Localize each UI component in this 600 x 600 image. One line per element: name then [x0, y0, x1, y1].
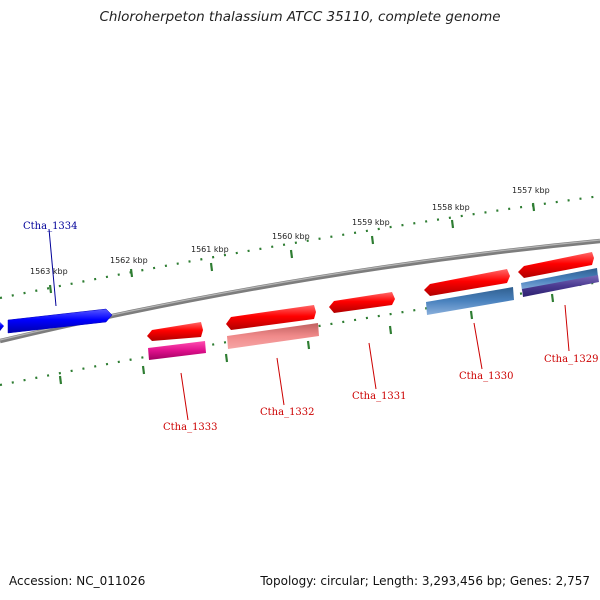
lower-major-ticks: [58, 293, 555, 385]
gene-ctha-1330-feature[interactable]: [424, 269, 510, 296]
scale-label: 1562 kbp: [110, 256, 148, 265]
gene-ctha-1333-feature[interactable]: [147, 322, 203, 341]
annotation-bar-1333: [148, 341, 206, 360]
annotation-bar-1329-bottom: [522, 275, 599, 297]
gene-label-ctha-1331[interactable]: Ctha_1331: [352, 391, 407, 402]
gene-labels: Ctha_1334 Ctha_1333 Ctha_1332 Ctha_1331 …: [23, 221, 599, 433]
gene-ctha-1329-feature[interactable]: [518, 252, 594, 278]
upper-major-ticks: [48, 202, 536, 294]
map-title: Chloroherpeton thalassium ATCC 35110, co…: [99, 9, 501, 25]
upper-tick-ring: [0, 194, 600, 300]
gene-ctha-1331-feature[interactable]: [329, 292, 395, 313]
scale-label: 1557 kbp: [512, 186, 550, 195]
scale-label: 1559 kbp: [352, 218, 390, 227]
scale-label: 1560 kbp: [272, 232, 310, 241]
gene-ctha-1332-feature[interactable]: [226, 305, 316, 330]
annotation-bar-1329-top: [521, 268, 598, 291]
scale-label: 1561 kbp: [191, 245, 229, 254]
gene-label-ctha-1334[interactable]: Ctha_1334: [23, 221, 78, 232]
gene-label-ctha-1332[interactable]: Ctha_1332: [260, 407, 315, 418]
annotation-bar-1330: [426, 287, 514, 315]
scale-label: 1558 kbp: [432, 203, 470, 212]
lower-tick-ring: [0, 280, 600, 387]
accession-text: Accession: NC_011026: [9, 574, 146, 588]
label-leaders: [48, 228, 570, 421]
gene-label-ctha-1330[interactable]: Ctha_1330: [459, 371, 514, 382]
annotation-bar-1332: [227, 323, 319, 349]
genome-summary-text: Topology: circular; Length: 3,293,456 bp…: [260, 574, 590, 588]
gene-label-ctha-1333[interactable]: Ctha_1333: [163, 422, 218, 433]
scale-labels: 1563 kbp 1562 kbp 1561 kbp 1560 kbp 1559…: [30, 186, 550, 276]
gene-ctha-1334-feature[interactable]: [0, 308, 113, 334]
scale-label: 1563 kbp: [30, 267, 68, 276]
gene-label-ctha-1329[interactable]: Ctha_1329: [544, 354, 599, 365]
